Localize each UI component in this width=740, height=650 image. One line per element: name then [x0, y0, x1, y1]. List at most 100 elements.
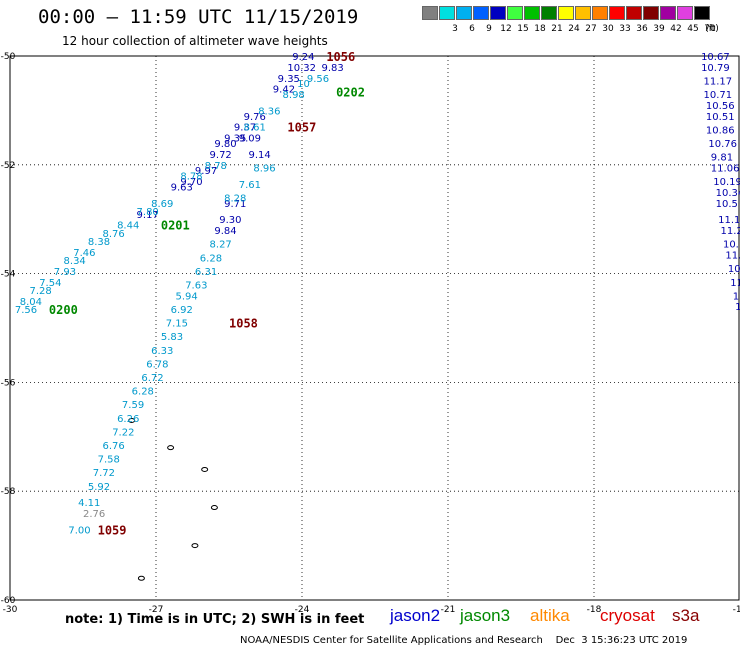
legend-jason2: jason2 [390, 606, 441, 625]
colorbar-label: 24 [568, 24, 580, 34]
data-label: 6.72 [141, 373, 163, 384]
data-label: 7.00 [68, 525, 90, 536]
x-tick-label: -27 [149, 605, 164, 615]
chart-subtitle: 12 hour collection of altimeter wave hei… [62, 34, 328, 48]
chart-title: 00:00 – 11:59 UTC 11/15/2019 [38, 6, 359, 28]
data-label: 9.71 [224, 199, 246, 210]
y-tick-label: -52 [1, 161, 16, 171]
data-label: 7.93 [54, 267, 76, 278]
data-label: 6.31 [195, 267, 217, 278]
data-label: 8.34 [64, 256, 86, 267]
colorbar-label: 36 [636, 24, 648, 34]
data-label: 9.84 [214, 226, 236, 237]
data-label: 8.78 [180, 172, 202, 183]
colorbar-swatch [473, 6, 489, 20]
colorbar-swatch [507, 6, 523, 20]
data-label: 6.33 [151, 346, 173, 357]
data-label: 7.22 [112, 427, 134, 438]
data-label: 10. [723, 240, 739, 251]
data-label: 5.94 [175, 291, 197, 302]
data-label: 10.67 [701, 52, 730, 63]
y-tick-label: -50 [1, 52, 16, 62]
data-label: 8.98 [283, 90, 305, 101]
data-label: 7.54 [39, 278, 61, 289]
colorbar-swatch [694, 6, 710, 20]
x-tick-label: -30 [3, 605, 18, 615]
data-label: 6.78 [146, 359, 168, 370]
data-label: 9.30 [219, 215, 241, 226]
colorbar-label: 15 [517, 24, 529, 34]
data-label: 4.11 [78, 498, 100, 509]
island-outline [167, 445, 175, 451]
colorbar-swatch [592, 6, 608, 20]
time-label: 0200 [49, 303, 78, 317]
colorbar-label: 6 [469, 24, 475, 34]
island-outline [137, 575, 145, 581]
data-label: 5.83 [161, 332, 183, 343]
y-tick-label: -56 [1, 378, 16, 388]
data-label: 6.92 [171, 305, 193, 316]
data-label: 8.78 [205, 161, 227, 172]
x-tick-label: -21 [441, 605, 456, 615]
data-label: 11.17 [704, 76, 733, 87]
time-label: 1059 [98, 523, 127, 537]
data-label: 11.2 [721, 226, 740, 237]
colorbar-swatch [558, 6, 574, 20]
colorbar-label: 18 [534, 24, 546, 34]
colorbar-label: 45 [687, 24, 699, 34]
data-label: 9.24 [292, 52, 314, 63]
data-label: 7.59 [122, 400, 144, 411]
y-tick-label: -60 [1, 596, 16, 606]
data-label: 9.14 [248, 150, 270, 161]
time-label: 1058 [229, 317, 258, 331]
data-label: 7.80 [137, 207, 159, 218]
data-label: 11.06 [711, 164, 740, 175]
data-label: 9.76 [244, 112, 266, 123]
data-label: 8.76 [102, 229, 124, 240]
colorbar-label: 33 [619, 24, 631, 34]
colorbar-label: 12 [500, 24, 512, 34]
data-label: 10 [728, 264, 740, 275]
y-tick-label: -58 [1, 487, 16, 497]
colorbar-label: 30 [602, 24, 614, 34]
data-label: 8.61 [244, 123, 266, 134]
colorbar-label: 42 [670, 24, 682, 34]
data-label: 9.56 [307, 74, 329, 85]
y-tick-label: -54 [1, 270, 16, 280]
island-outline [210, 505, 218, 511]
data-label: 9.72 [210, 150, 232, 161]
data-label: 9.81 [711, 153, 733, 164]
data-label: 10.19 [713, 177, 740, 188]
colorbar-swatch [490, 6, 506, 20]
x-tick-label: -18 [587, 605, 602, 615]
legend-s3a: s3a [672, 606, 700, 625]
legend-jason3: jason3 [460, 606, 511, 625]
data-label: 11 [730, 278, 740, 289]
data-label: 8.04 [20, 297, 42, 308]
colorbar-label: 39 [653, 24, 665, 34]
data-label: 2.76 [83, 509, 105, 520]
data-label: 9.70 [180, 177, 202, 188]
colorbar-swatch [439, 6, 455, 20]
credit-text: NOAA/NESDIS Center for Satellite Applica… [240, 635, 688, 646]
data-label: 8.38 [88, 237, 110, 248]
data-label: 10.51 [706, 112, 735, 123]
colorbar-swatch [575, 6, 591, 20]
data-label: 9.09 [239, 134, 261, 145]
colorbar-label: 27 [585, 24, 597, 34]
colorbar-label: 3 [452, 24, 458, 34]
colorbar-swatch [643, 6, 659, 20]
data-label: 10.5 [716, 199, 738, 210]
colorbar-swatch [677, 6, 693, 20]
data-label: 7.58 [98, 455, 120, 466]
data-label: 6.26 [117, 414, 139, 425]
colorbar-swatch [541, 6, 557, 20]
x-tick-label: -15 [733, 605, 740, 615]
data-label: 7.61 [239, 180, 261, 191]
time-label: 1056 [326, 50, 355, 64]
data-label: 5.92 [88, 482, 110, 493]
data-label: 10 [297, 79, 310, 90]
data-label: 10.71 [704, 90, 733, 101]
data-label: 8.69 [151, 199, 173, 210]
